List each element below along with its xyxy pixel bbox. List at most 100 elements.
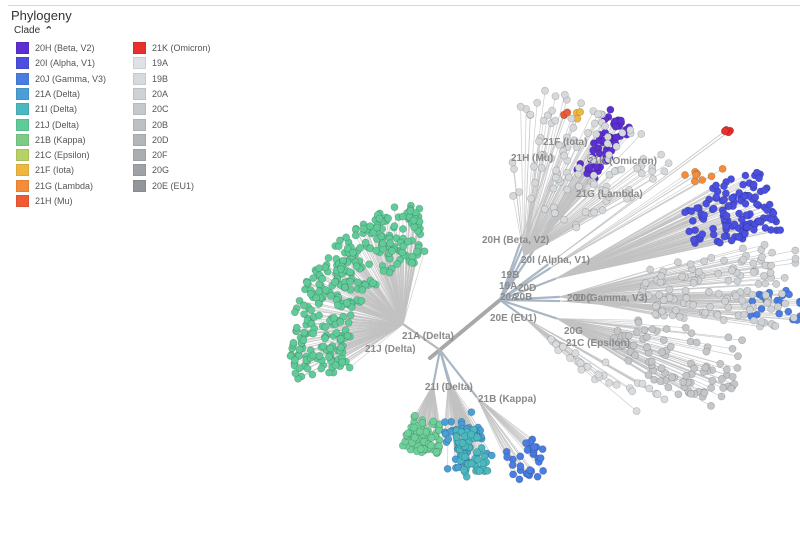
tip-node[interactable] [601, 122, 609, 131]
tip-node[interactable] [404, 429, 412, 438]
tip-node[interactable] [785, 290, 793, 299]
tip-node[interactable] [754, 217, 763, 225]
tip-node[interactable] [555, 140, 563, 149]
tip-node[interactable] [646, 265, 654, 274]
tip-node[interactable] [702, 347, 711, 356]
tip-node[interactable] [763, 299, 772, 307]
tip-node[interactable] [327, 291, 335, 300]
tip-node[interactable] [743, 223, 751, 231]
legend-item[interactable]: 20A [133, 87, 168, 101]
tip-node[interactable] [516, 462, 525, 470]
tip-node[interactable] [754, 280, 763, 288]
tip-node[interactable] [738, 296, 747, 305]
tip-node[interactable] [393, 260, 402, 268]
tip-node[interactable] [308, 370, 317, 379]
tip-node[interactable] [336, 236, 344, 245]
tip-node[interactable] [632, 407, 641, 415]
tip-node[interactable] [760, 186, 769, 194]
tip-node[interactable] [687, 389, 695, 398]
tip-node[interactable] [713, 311, 722, 319]
tip-node[interactable] [718, 374, 726, 383]
legend-item[interactable]: 20C [133, 102, 169, 116]
tip-node[interactable] [321, 323, 330, 332]
tip-node[interactable] [317, 364, 326, 373]
tip-node[interactable] [459, 465, 468, 474]
tip-node[interactable] [533, 472, 542, 481]
legend-item[interactable]: 21K (Omicron) [133, 41, 211, 55]
tip-node[interactable] [689, 235, 698, 244]
tip-node[interactable] [749, 316, 758, 325]
tip-node[interactable] [760, 271, 768, 280]
legend-item[interactable]: 21H (Mu) [16, 194, 73, 208]
tip-node[interactable] [666, 342, 675, 351]
tip-node[interactable] [707, 253, 716, 262]
legend-item[interactable]: 20D [133, 133, 169, 147]
tip-node[interactable] [369, 279, 377, 287]
tip-node[interactable] [645, 384, 654, 393]
tip-node[interactable] [739, 255, 748, 264]
tip-node[interactable] [752, 200, 761, 208]
tip-node[interactable] [603, 139, 612, 148]
tip-node[interactable] [309, 351, 317, 360]
tip-node[interactable] [409, 216, 418, 225]
tip-node[interactable] [336, 334, 345, 343]
tip-node[interactable] [299, 336, 308, 344]
tip-node[interactable] [768, 248, 776, 257]
tip-node[interactable] [384, 214, 392, 223]
tip-node[interactable] [790, 313, 798, 322]
tip-node[interactable] [681, 323, 690, 332]
tip-node[interactable] [698, 230, 707, 239]
legend-item[interactable]: 21A (Delta) [16, 87, 80, 101]
tip-node[interactable] [336, 343, 345, 352]
tip-node[interactable] [541, 86, 549, 95]
tip-node[interactable] [503, 453, 511, 461]
tip-node[interactable] [758, 253, 766, 261]
tip-node[interactable] [598, 206, 607, 215]
tip-node[interactable] [733, 277, 742, 286]
tip-node[interactable] [621, 189, 630, 197]
tip-node[interactable] [353, 278, 362, 287]
tip-node[interactable] [590, 119, 599, 128]
tip-node[interactable] [693, 204, 701, 212]
tip-node[interactable] [576, 108, 585, 116]
tip-node[interactable] [540, 205, 549, 214]
tip-node[interactable] [655, 290, 664, 299]
tip-node[interactable] [515, 475, 524, 484]
tip-node[interactable] [638, 379, 647, 388]
tip-node[interactable] [668, 373, 676, 382]
tip-node[interactable] [590, 180, 598, 189]
tip-node[interactable] [409, 423, 418, 432]
tip-node[interactable] [324, 254, 333, 262]
tip-node[interactable] [612, 142, 621, 151]
tip-node[interactable] [727, 236, 736, 245]
tip-node[interactable] [576, 359, 585, 367]
tip-node[interactable] [592, 130, 601, 139]
tip-node[interactable] [314, 299, 323, 308]
tip-node[interactable] [563, 108, 572, 117]
tip-node[interactable] [727, 384, 736, 393]
tip-node[interactable] [601, 358, 610, 367]
tip-node[interactable] [399, 242, 408, 251]
tip-node[interactable] [610, 167, 619, 176]
tip-node[interactable] [750, 225, 758, 234]
tip-node[interactable] [429, 417, 438, 426]
legend-item[interactable]: 21F (Iota) [16, 163, 74, 177]
tip-node[interactable] [702, 199, 711, 208]
tip-node[interactable] [707, 383, 716, 392]
tip-node[interactable] [487, 451, 496, 460]
tip-node[interactable] [698, 176, 707, 184]
tip-node[interactable] [551, 173, 560, 182]
tip-node[interactable] [722, 365, 731, 374]
tip-node[interactable] [772, 280, 781, 288]
tip-node[interactable] [617, 165, 626, 174]
tip-node[interactable] [537, 151, 545, 159]
tip-node[interactable] [689, 279, 698, 287]
tip-node[interactable] [728, 372, 737, 381]
tip-node[interactable] [315, 311, 323, 320]
tip-node[interactable] [403, 237, 412, 246]
tip-node[interactable] [701, 308, 710, 317]
tip-node[interactable] [420, 247, 429, 256]
tip-node[interactable] [700, 211, 709, 219]
tip-node[interactable] [724, 201, 733, 210]
